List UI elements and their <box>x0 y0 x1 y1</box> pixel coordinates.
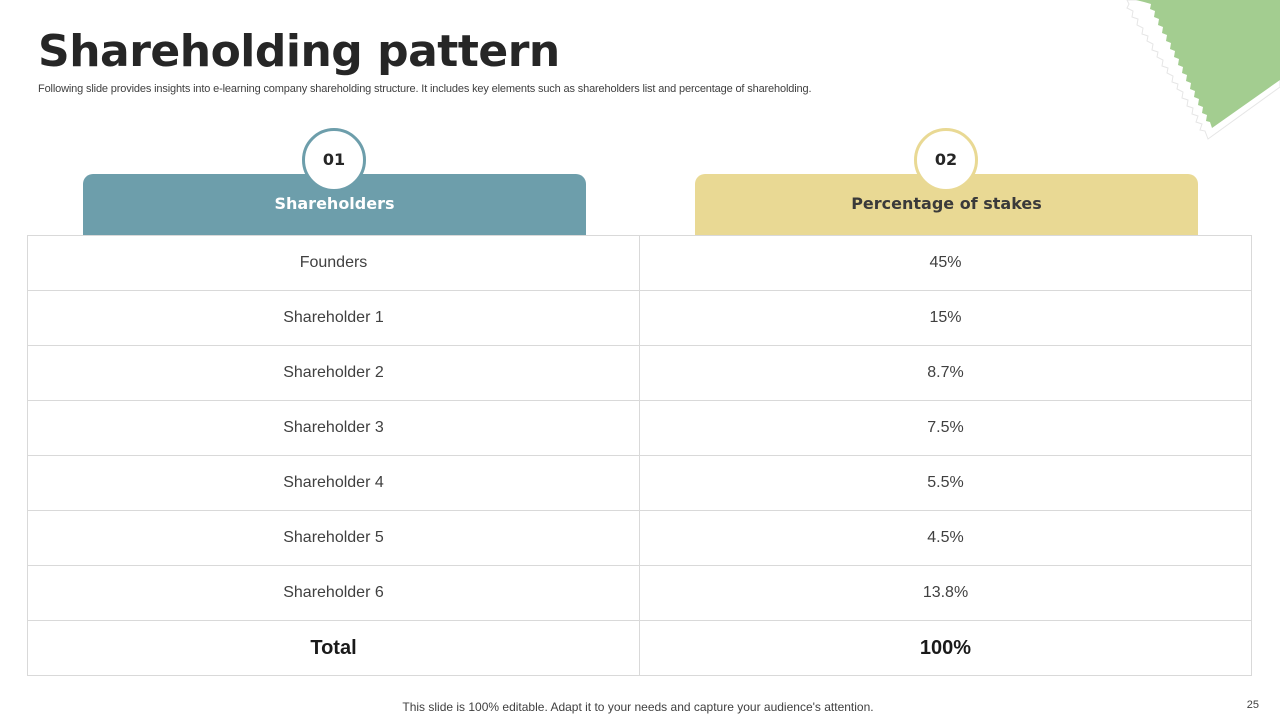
column-number-badge-02: 02 <box>914 128 978 192</box>
holder-cell: Shareholder 3 <box>27 400 640 456</box>
table-row: Shareholder 5 4.5% <box>27 510 1252 566</box>
column-number-badge-01: 01 <box>302 128 366 192</box>
table-row: Founders 45% <box>27 235 1252 291</box>
table-row: Shareholder 2 8.7% <box>27 345 1252 401</box>
stake-cell: 5.5% <box>639 455 1252 511</box>
holder-cell: Founders <box>27 235 640 291</box>
total-value-cell: 100% <box>639 620 1252 676</box>
slide-subtitle: Following slide provides insights into e… <box>38 83 812 95</box>
table-row: Shareholder 4 5.5% <box>27 455 1252 511</box>
slide-title: Shareholding pattern <box>38 26 560 77</box>
holder-cell: Shareholder 5 <box>27 510 640 566</box>
holder-cell: Shareholder 1 <box>27 290 640 346</box>
stake-cell: 4.5% <box>639 510 1252 566</box>
holder-cell: Shareholder 6 <box>27 565 640 621</box>
stake-cell: 45% <box>639 235 1252 291</box>
stake-cell: 13.8% <box>639 565 1252 621</box>
slide-footer-note: This slide is 100% editable. Adapt it to… <box>402 700 874 714</box>
stake-cell: 8.7% <box>639 345 1252 401</box>
total-label-cell: Total <box>27 620 640 676</box>
holder-cell: Shareholder 4 <box>27 455 640 511</box>
torn-paper-corner-decoration <box>1126 0 1280 140</box>
table-total-row: Total 100% <box>27 620 1252 676</box>
table-row: Shareholder 3 7.5% <box>27 400 1252 456</box>
shareholding-table: Founders 45% Shareholder 1 15% Sharehold… <box>27 235 1252 676</box>
holder-cell: Shareholder 2 <box>27 345 640 401</box>
page-number: 25 <box>1246 699 1259 711</box>
stake-cell: 15% <box>639 290 1252 346</box>
stake-cell: 7.5% <box>639 400 1252 456</box>
table-row: Shareholder 1 15% <box>27 290 1252 346</box>
table-row: Shareholder 6 13.8% <box>27 565 1252 621</box>
